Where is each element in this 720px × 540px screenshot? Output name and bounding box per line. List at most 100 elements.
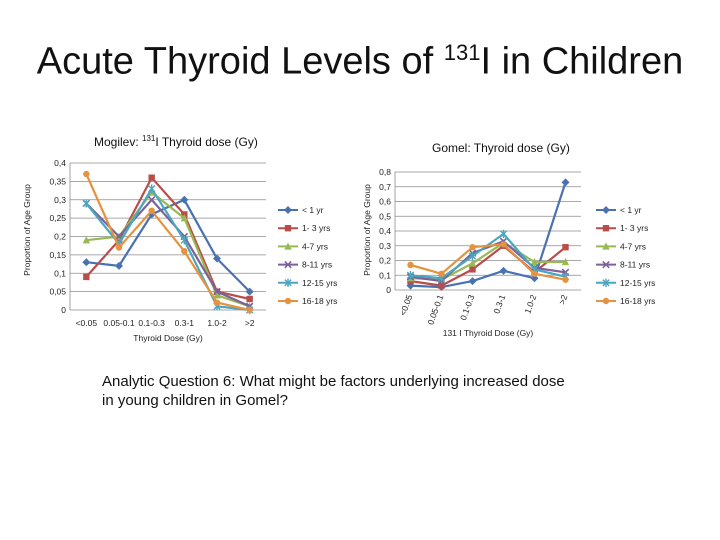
chart2-data-point	[406, 271, 415, 280]
chart1-legend-marker	[284, 225, 292, 232]
chart1-data-point	[83, 273, 90, 281]
chart1-data-point	[246, 295, 253, 303]
chart2-y-tick-label: 0,2	[379, 256, 391, 266]
chart2-legend-marker	[602, 225, 610, 232]
chart1-data-point	[180, 195, 189, 204]
chart2-data-point	[499, 266, 508, 275]
chart2-y-tick-label: 0,4	[379, 226, 391, 236]
chart2-x-tick-label: 0.1-0.3	[458, 293, 477, 322]
slide-title: Acute Thyroid Levels of 131I in Children	[36, 40, 684, 83]
chart2-data-point	[530, 257, 539, 266]
chart1-legend-label: 16-18 yrs	[302, 296, 337, 306]
chart2-legend-marker	[602, 297, 610, 305]
chart1-y-tick-label: 0,4	[54, 158, 66, 168]
chart1-data-point	[213, 254, 221, 263]
chart1-data-point	[180, 235, 189, 245]
chart1-y-tick-label: 0,25	[49, 213, 66, 223]
chart2-legend-marker	[602, 278, 610, 287]
chart2-data-point	[561, 257, 570, 266]
chart2-y-tick-label: 0,1	[379, 270, 391, 280]
chart1-x-tick-label: 0.3-1	[175, 318, 195, 328]
chart1-data-point	[147, 184, 156, 193]
chart1-legend-label: 1- 3 yrs	[302, 223, 330, 233]
chart2-data-point	[407, 261, 414, 269]
chart2-y-tick-label: 0,6	[379, 197, 391, 207]
chart1-data-point	[213, 299, 221, 306]
chart1-data-point	[82, 258, 91, 267]
chart2-data-point	[561, 178, 570, 187]
chart1-data-point	[115, 244, 123, 251]
chart1-legend-marker	[284, 260, 292, 269]
chart1-legend-marker	[284, 278, 292, 287]
chart1-y-tick-label: 0	[61, 305, 66, 315]
chart1-y-tick-label: 0,1	[54, 268, 66, 278]
chart2-legend-label: 4-7 yrs	[620, 241, 646, 251]
chart1-series-line	[85, 198, 251, 308]
chart2-legend-label: 8-11 yrs	[620, 260, 650, 270]
chart1-legend-label: < 1 yr	[302, 205, 324, 215]
chart1-data-point	[82, 199, 91, 208]
chart1-x-tick-label: >2	[245, 318, 255, 328]
chart2-data-point	[469, 244, 476, 251]
chart1-x-tick-label: 1.0-2	[207, 318, 227, 328]
chart2-x-tick-label: 0.3-1	[491, 293, 507, 315]
chart2-series-line	[410, 243, 566, 281]
chart1-series-line	[85, 173, 250, 312]
chart2-data-point	[468, 277, 477, 286]
chart2-y-tick-label: 0,7	[379, 182, 391, 192]
chart1-data-point	[213, 287, 221, 296]
chart2-y-tick-label: 0,8	[379, 167, 391, 177]
chart1-legend-label: 8-11 yrs	[302, 260, 332, 270]
mogilev-chart-title: Mogilev: 131I Thyroid dose (Gy)	[94, 134, 258, 149]
chart1-data-point	[83, 170, 90, 178]
chart2-data-point	[562, 276, 569, 283]
chart1-legend-marker	[284, 242, 292, 250]
chart2-x-tick-label: >2	[557, 293, 570, 306]
chart1-data-point	[180, 214, 189, 222]
chart1-data-point	[147, 195, 156, 204]
chart1-x-tick-label: <0.05	[76, 318, 98, 328]
chart1-series-line	[86, 198, 251, 293]
chart2-legend-marker	[602, 206, 610, 214]
chart1-y-tick-label: 0,3	[54, 195, 66, 205]
chart2-legend-label: < 1 yr	[620, 205, 642, 215]
chart2-data-point	[469, 266, 476, 273]
gomel-chart-title: Gomel: Thyroid dose (Gy)	[432, 141, 570, 155]
chart2-y-tick-label: 0,3	[379, 241, 391, 251]
chart2-series-line	[410, 240, 566, 283]
chart1-legend-label: 4-7 yrs	[302, 241, 328, 251]
chart2-y-tick-label: 0,5	[379, 211, 391, 221]
chart1-x-tick-label: 0.1-0.3	[138, 318, 165, 328]
chart1-data-point	[115, 261, 123, 270]
chart1-x-axis-title: Thyroid Dose (Gy)	[133, 333, 203, 343]
chart1-data-point	[213, 291, 221, 299]
chart1-legend-marker	[284, 206, 292, 214]
chart1-y-tick-label: 0,15	[49, 250, 66, 260]
chart2-y-axis-title: Proportion of Age Group	[362, 184, 372, 276]
chart2-data-point	[562, 244, 569, 251]
chart1-data-point	[148, 174, 155, 181]
chart1-y-tick-label: 0,05	[49, 287, 66, 297]
chart2-x-tick-label: 1.0-2	[522, 293, 538, 315]
chart2-data-point	[438, 270, 445, 277]
chart2-data-point	[499, 229, 508, 239]
chart1-series-line	[85, 176, 250, 301]
chart2-legend-label: 16-18 yrs	[620, 296, 655, 306]
chart2-legend-label: 12-15 yrs	[620, 278, 655, 288]
chart2-data-point	[468, 259, 477, 267]
chart1-legend-marker	[284, 297, 292, 305]
chart1-data-point	[181, 248, 188, 255]
chart2-x-axis-title: 131 I Thyroid Dose (Gy)	[443, 328, 534, 338]
chart2-x-tick-label: <0.05	[398, 293, 415, 317]
chart2-data-point	[531, 270, 538, 277]
chart1-legend-label: 12-15 yrs	[302, 278, 337, 288]
chart1-data-point	[246, 306, 253, 314]
chart2-legend-marker	[602, 260, 610, 269]
chart1-y-tick-label: 0,2	[54, 232, 66, 242]
analytic-question: Analytic Question 6: What might be facto…	[102, 373, 565, 409]
chart1-x-tick-label: 0.05-0.1	[103, 318, 134, 328]
chart1-data-point	[82, 236, 91, 244]
chart2-legend-marker	[602, 242, 610, 250]
chart2-data-point	[468, 251, 477, 261]
